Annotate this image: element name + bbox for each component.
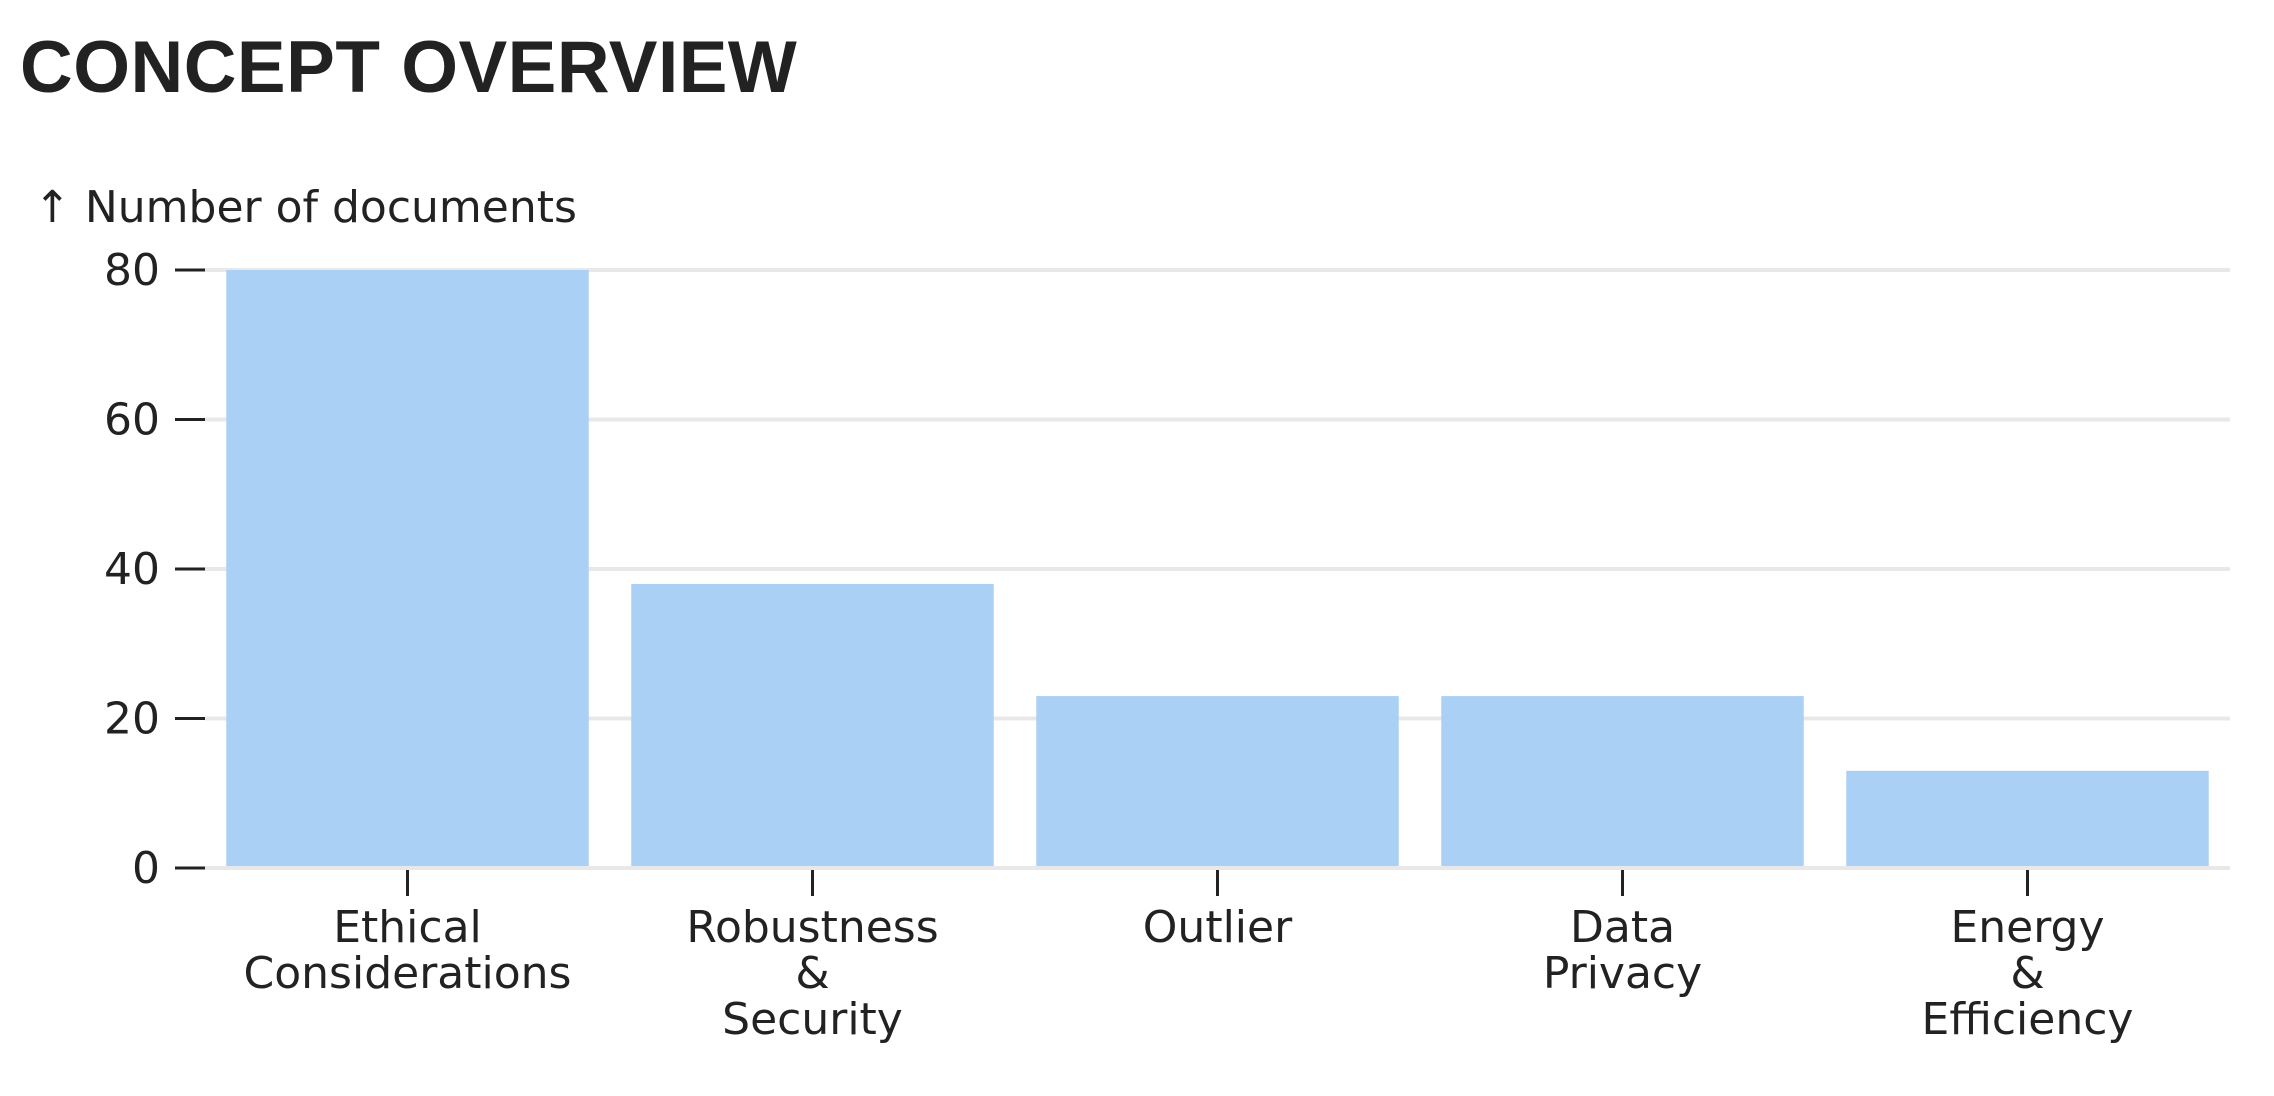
bar	[1036, 696, 1399, 868]
y-axis: 0 20 40 60 80	[104, 245, 205, 894]
x-tick-label: Outlier	[1143, 902, 1293, 953]
x-tick-label: Energy & Efficiency	[1922, 902, 2134, 1045]
page-title: CONCEPT OVERVIEW	[20, 27, 798, 108]
y-tick-label: 40	[104, 544, 160, 595]
x-tick-label: Ethical Considerations	[244, 902, 572, 999]
bar	[226, 270, 589, 868]
bar	[1441, 696, 1804, 868]
x-tick-label-line: Efficiency	[1922, 994, 2134, 1045]
x-tick-label-line: Privacy	[1543, 948, 1702, 999]
bars	[226, 270, 2209, 868]
y-tick-label: 60	[104, 395, 160, 446]
bar	[631, 583, 994, 868]
y-tick-label: 20	[104, 694, 160, 745]
x-tick-label-line: &	[2010, 948, 2044, 999]
x-tick-label-line: Outlier	[1143, 902, 1293, 953]
y-axis-label: ↑ Number of documents	[34, 182, 577, 233]
y-tick-label: 0	[132, 843, 160, 894]
x-tick-label-line: Robustness	[686, 902, 938, 953]
x-tick-label-line: Data	[1570, 902, 1675, 953]
x-tick-label-line: Energy	[1950, 902, 2104, 953]
y-tick-label: 80	[104, 245, 160, 296]
x-tick-label-line: Security	[722, 994, 903, 1045]
x-tick-label-line: Considerations	[244, 948, 572, 999]
x-tick-label-line: &	[795, 948, 829, 999]
x-tick-label: Data Privacy	[1543, 902, 1702, 999]
bar	[1846, 770, 2209, 868]
x-tick-label-line: Ethical	[333, 902, 482, 953]
x-tick-label: Robustness & Security	[686, 902, 938, 1045]
